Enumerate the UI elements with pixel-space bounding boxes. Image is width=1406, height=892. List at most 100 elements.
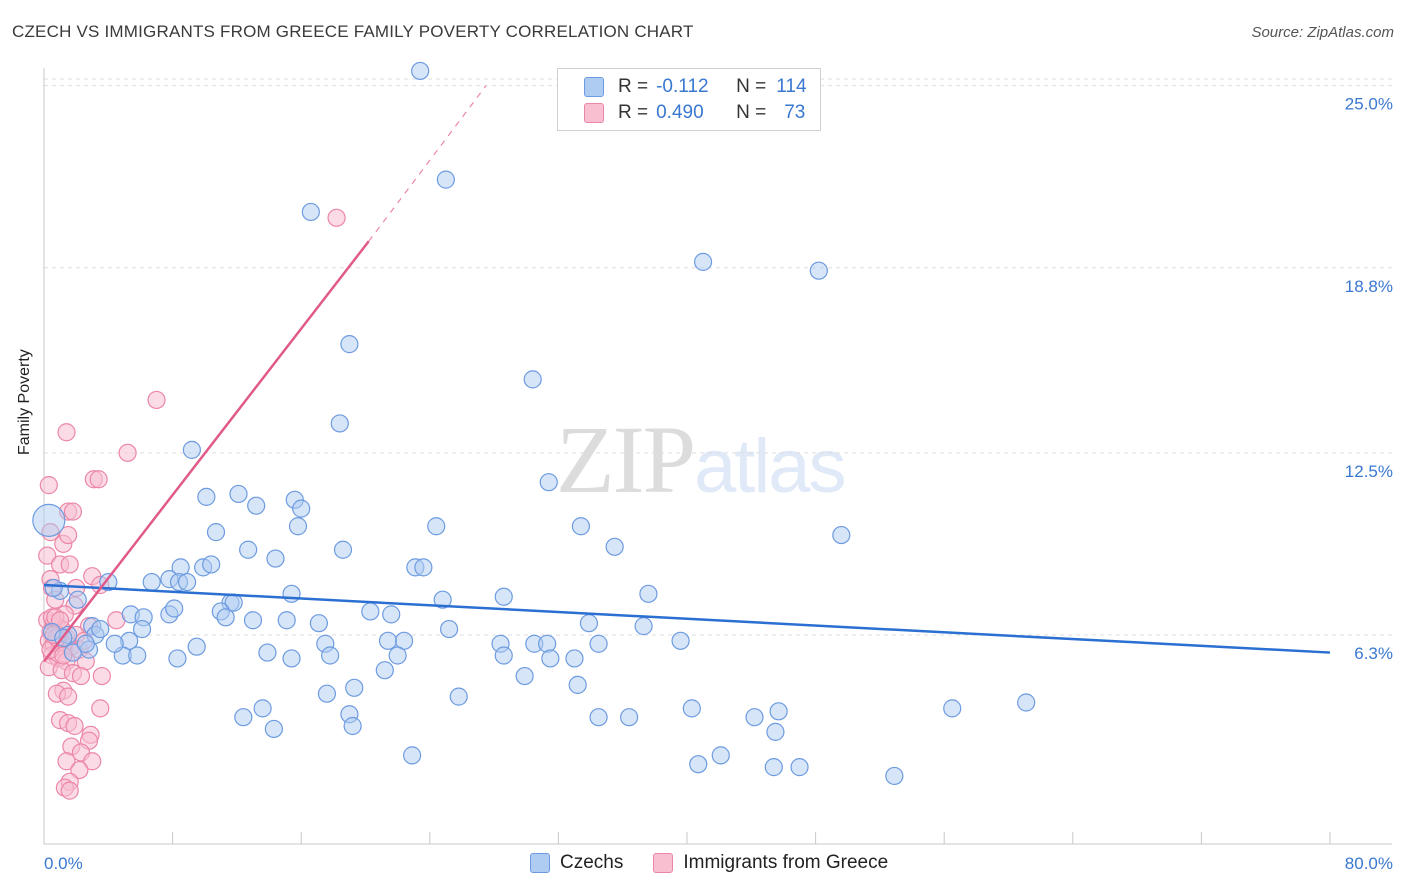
czech-point xyxy=(277,611,296,630)
greece-point xyxy=(57,423,76,442)
greece-point xyxy=(71,666,91,686)
czech-point xyxy=(321,646,340,665)
czech-point xyxy=(168,649,187,668)
czech-point xyxy=(764,758,783,777)
greece-point xyxy=(89,470,108,489)
greece-point xyxy=(63,502,83,521)
greece-point xyxy=(147,390,166,410)
czech-points xyxy=(32,61,1036,786)
czech-point xyxy=(202,555,221,574)
czech-point xyxy=(494,587,513,606)
axes xyxy=(43,68,1392,845)
czech-point xyxy=(264,719,283,739)
greece-trend-extension xyxy=(368,85,487,242)
czech-point xyxy=(216,608,235,627)
greece-n-label: N = xyxy=(736,102,767,123)
watermark: ZIPatlas xyxy=(556,404,847,515)
czech-point xyxy=(177,572,197,592)
czech-point xyxy=(375,661,394,680)
czech-n-value: 114 xyxy=(776,76,807,97)
greece-legend-swatch xyxy=(653,853,674,873)
greece-r-label: R = xyxy=(618,102,649,123)
czech-point xyxy=(229,484,248,504)
czech-point xyxy=(571,517,591,536)
czech-point xyxy=(378,631,398,650)
czech-point xyxy=(565,649,584,668)
czech-point xyxy=(693,252,713,271)
greece-point xyxy=(70,760,89,780)
czech-point xyxy=(345,678,364,697)
czech-point xyxy=(414,558,433,577)
greece-r-value: 0.490 xyxy=(656,102,704,123)
czech-point xyxy=(99,572,118,592)
correlation-legend: R = -0.112 N = 114 R = 0.490 N = 73 xyxy=(557,68,821,131)
czech-point xyxy=(541,649,560,668)
czech-point xyxy=(515,666,534,686)
czech-n-label: N = xyxy=(736,76,767,97)
czech-point xyxy=(382,605,401,624)
czech-point xyxy=(292,499,311,518)
czech-point xyxy=(1017,693,1036,712)
czech-point xyxy=(538,634,557,653)
czech-point xyxy=(258,643,277,662)
czech-point xyxy=(539,473,558,492)
watermark-zip: ZIP xyxy=(556,406,696,513)
czech-point xyxy=(620,708,639,727)
czech-point xyxy=(449,687,468,706)
greece-point xyxy=(65,716,84,736)
chart-title: CZECH VS IMMIGRANTS FROM GREECE FAMILY P… xyxy=(12,22,694,41)
czech-point xyxy=(568,675,587,694)
trend-lines xyxy=(43,85,1331,663)
czech-point xyxy=(523,370,542,389)
czech-point xyxy=(589,708,608,727)
greece-point xyxy=(91,699,110,718)
greece-point xyxy=(118,443,137,462)
greece-point xyxy=(59,525,78,545)
greece-point xyxy=(38,546,57,565)
czech-point xyxy=(128,646,147,665)
greece-point xyxy=(39,476,58,495)
czech-point xyxy=(44,578,63,598)
greece-point xyxy=(92,666,111,686)
czech-point xyxy=(32,503,66,537)
y-tick-label: 12.5% xyxy=(1345,462,1393,481)
czech-point xyxy=(388,646,407,665)
legend-row-greece: R = 0.490 N = 73 xyxy=(584,102,805,124)
czech-point xyxy=(634,617,653,636)
czech-point xyxy=(165,599,184,618)
czech-point xyxy=(234,708,253,727)
czech-point xyxy=(766,722,785,741)
czech-point xyxy=(266,549,285,568)
czech-point xyxy=(91,619,110,639)
czech-point xyxy=(206,523,226,542)
source-credit: Source: ZipAtlas.com xyxy=(1251,24,1394,41)
x-tick-label-max: 80.0% xyxy=(1345,854,1393,873)
czech-point xyxy=(239,540,258,559)
czech-point xyxy=(943,699,962,718)
greece-swatch xyxy=(584,103,604,123)
watermark-atlas: atlas xyxy=(694,424,847,509)
czech-point xyxy=(333,540,353,559)
czech-point xyxy=(182,440,201,459)
series-legend: Czechs Immigrants from Greece xyxy=(530,852,918,874)
czech-point xyxy=(68,590,87,609)
greece-point xyxy=(59,687,78,706)
greece-n-value: 73 xyxy=(784,102,806,123)
czech-point xyxy=(301,202,320,222)
czech-point xyxy=(243,611,263,630)
czech-point xyxy=(361,602,380,621)
czech-point xyxy=(711,746,730,765)
czech-point xyxy=(769,702,788,721)
czech-point xyxy=(330,414,349,433)
czech-point xyxy=(142,572,161,592)
czech-trend-line xyxy=(43,583,1331,654)
czech-r-value: -0.112 xyxy=(656,76,709,97)
czech-point xyxy=(197,487,216,506)
czech-point xyxy=(579,614,599,633)
czechs-legend-swatch xyxy=(530,853,550,873)
czech-point xyxy=(605,537,624,556)
czech-swatch xyxy=(584,77,604,97)
czech-point xyxy=(639,584,658,603)
czech-point xyxy=(76,634,95,653)
czech-point xyxy=(433,590,452,609)
